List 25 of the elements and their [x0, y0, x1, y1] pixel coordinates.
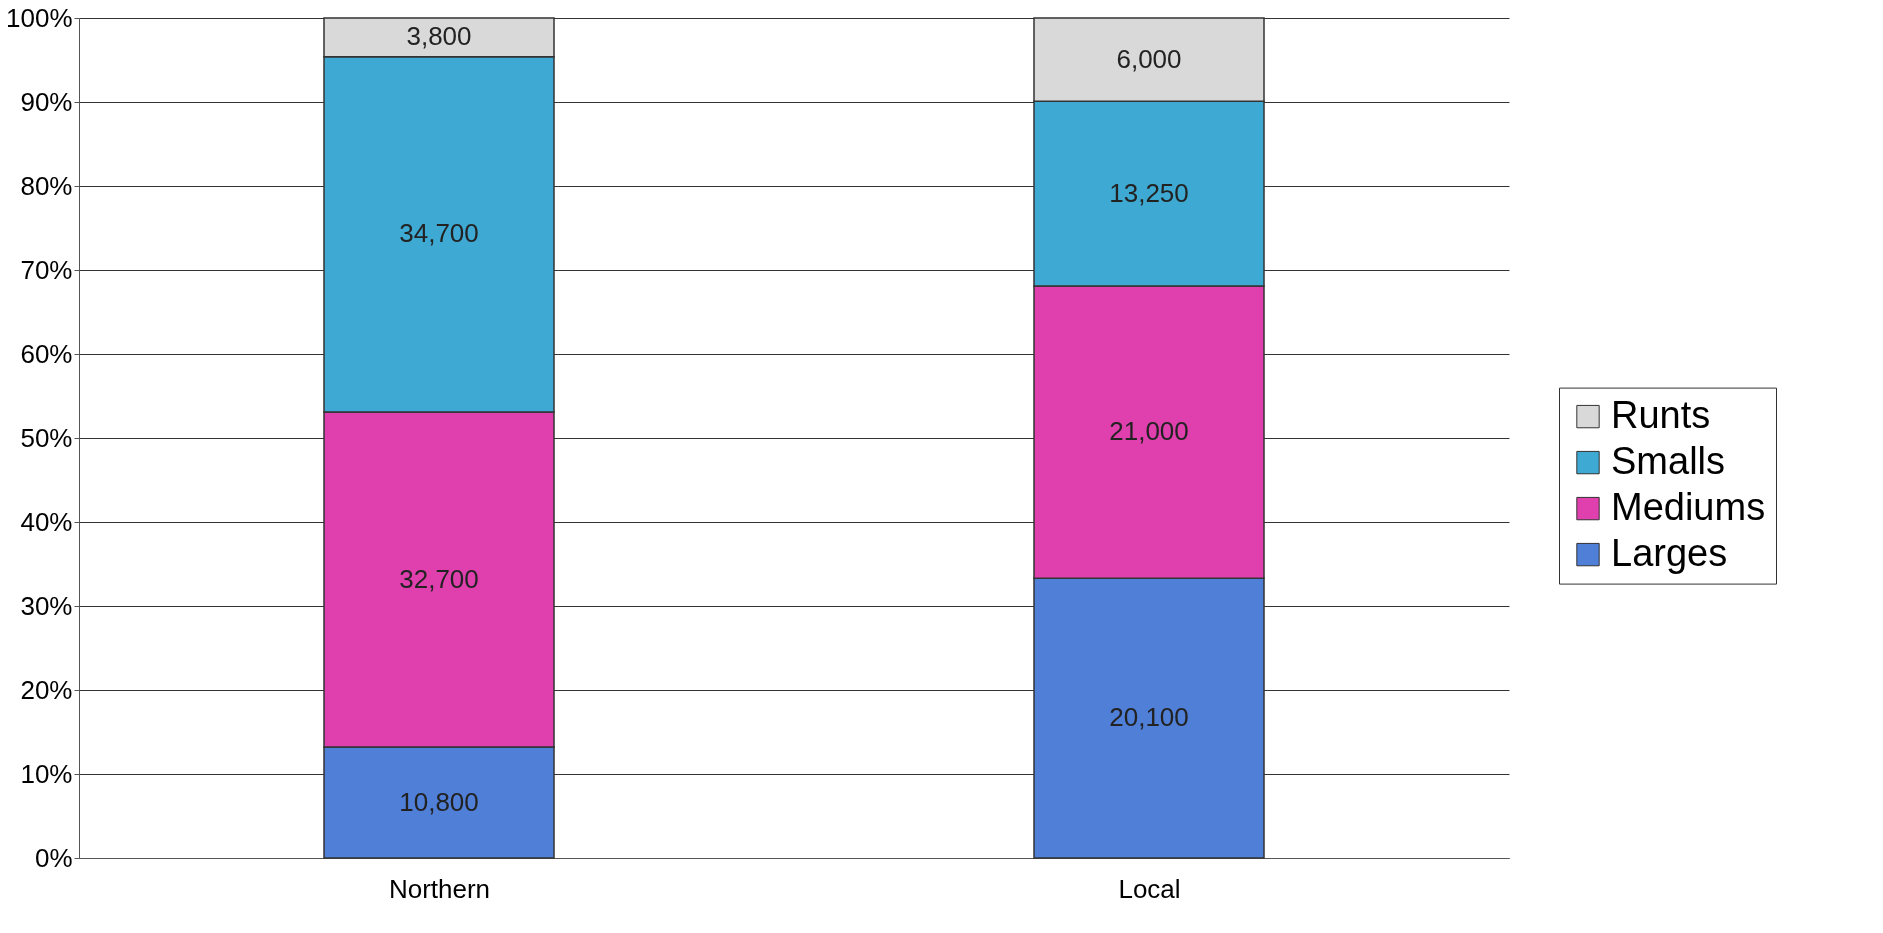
y-tick-label: 60%: [20, 338, 73, 369]
legend-label: Runts: [1611, 393, 1711, 436]
annotation: 3,800: [406, 21, 472, 52]
y-tick-label: 0%: [34, 842, 73, 873]
legend-label: Mediums: [1611, 485, 1766, 528]
y-tick-label: 80%: [20, 170, 73, 201]
y-tick-label: 90%: [20, 86, 73, 117]
y-tick-label: 20%: [20, 674, 73, 705]
y-tick-label: 30%: [20, 590, 73, 621]
y-tick-label: 50%: [20, 422, 73, 453]
annotation: 6,000: [1116, 43, 1182, 74]
annotation: 20,100: [1109, 702, 1189, 733]
annotation: 21,000: [1109, 416, 1189, 447]
y-tick-label: 40%: [20, 506, 73, 537]
annotation: 10,800: [399, 786, 479, 817]
y-tick-label: 70%: [20, 254, 73, 285]
y-tick-label: 100%: [6, 2, 73, 33]
x-tick-label: Northern: [388, 873, 491, 904]
legend-label: Larges: [1611, 531, 1728, 574]
y-tick-label: 10%: [20, 758, 73, 789]
x-tick-label: Local: [1118, 873, 1181, 904]
legend-label: Smalls: [1611, 439, 1726, 482]
annotation: 13,250: [1109, 177, 1189, 208]
annotation: 34,700: [399, 218, 479, 249]
annotation: 32,700: [399, 563, 479, 594]
